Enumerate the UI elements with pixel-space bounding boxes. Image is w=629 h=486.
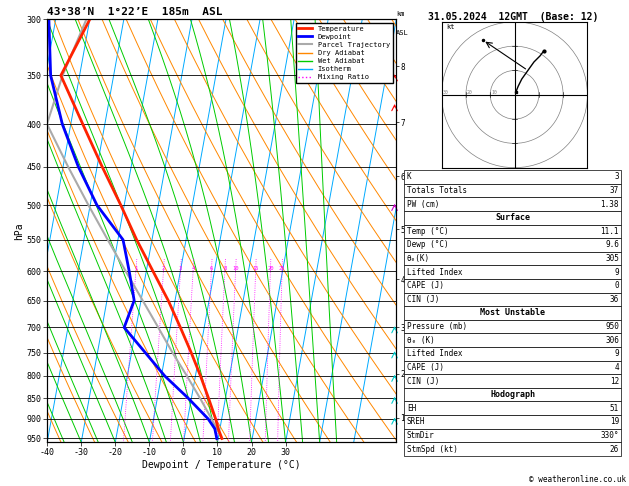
Text: Pressure (mb): Pressure (mb) — [407, 322, 467, 331]
Text: Lifted Index: Lifted Index — [407, 349, 462, 358]
Text: 15: 15 — [252, 266, 259, 271]
Text: θₑ (K): θₑ (K) — [407, 336, 435, 345]
Text: 9.6: 9.6 — [605, 241, 619, 249]
Text: 4: 4 — [615, 363, 619, 372]
Text: 0: 0 — [615, 281, 619, 290]
Text: 26: 26 — [610, 445, 619, 453]
Text: 2: 2 — [162, 266, 165, 271]
Text: StmSpd (kt): StmSpd (kt) — [407, 445, 458, 453]
Text: 9: 9 — [615, 349, 619, 358]
Text: 20: 20 — [467, 89, 473, 95]
Text: K: K — [407, 173, 411, 181]
Text: 3: 3 — [615, 173, 619, 181]
Legend: Temperature, Dewpoint, Parcel Trajectory, Dry Adiabat, Wet Adiabat, Isotherm, Mi: Temperature, Dewpoint, Parcel Trajectory… — [296, 23, 392, 83]
Text: 3: 3 — [179, 266, 182, 271]
Text: © weatheronline.co.uk: © weatheronline.co.uk — [529, 474, 626, 484]
Text: 6: 6 — [209, 266, 213, 271]
Text: 25: 25 — [279, 266, 286, 271]
Text: 11.1: 11.1 — [601, 227, 619, 236]
Text: SREH: SREH — [407, 417, 425, 426]
Text: 43°38’N  1°22’E  185m  ASL: 43°38’N 1°22’E 185m ASL — [47, 7, 223, 17]
Text: 30: 30 — [443, 89, 448, 95]
Text: CAPE (J): CAPE (J) — [407, 281, 444, 290]
Text: Hodograph: Hodograph — [491, 390, 535, 399]
Text: Surface: Surface — [496, 213, 530, 222]
Text: CAPE (J): CAPE (J) — [407, 363, 444, 372]
Text: 330°: 330° — [601, 431, 619, 440]
Text: Lifted Index: Lifted Index — [407, 268, 462, 277]
Text: StmDir: StmDir — [407, 431, 435, 440]
Text: kt: kt — [447, 24, 455, 30]
Text: 19: 19 — [610, 417, 619, 426]
Text: CIN (J): CIN (J) — [407, 295, 439, 304]
Text: 12: 12 — [610, 377, 619, 385]
Text: km: km — [396, 11, 405, 17]
Text: LCL: LCL — [403, 432, 416, 437]
Text: θₑ(K): θₑ(K) — [407, 254, 430, 263]
Text: 10: 10 — [491, 89, 497, 95]
Text: 306: 306 — [605, 336, 619, 345]
Text: Totals Totals: Totals Totals — [407, 186, 467, 195]
Text: 20: 20 — [267, 266, 274, 271]
Text: 51: 51 — [610, 404, 619, 413]
Text: 950: 950 — [605, 322, 619, 331]
Y-axis label: hPa: hPa — [14, 222, 24, 240]
Text: EH: EH — [407, 404, 416, 413]
Text: ASL: ASL — [396, 30, 409, 36]
Text: 1: 1 — [134, 266, 138, 271]
Text: Most Unstable: Most Unstable — [481, 309, 545, 317]
Text: 36: 36 — [610, 295, 619, 304]
Text: 4: 4 — [191, 266, 194, 271]
Text: 31.05.2024  12GMT  (Base: 12): 31.05.2024 12GMT (Base: 12) — [428, 12, 598, 22]
Text: Temp (°C): Temp (°C) — [407, 227, 448, 236]
X-axis label: Dewpoint / Temperature (°C): Dewpoint / Temperature (°C) — [142, 460, 301, 469]
Text: 305: 305 — [605, 254, 619, 263]
Text: 8: 8 — [223, 266, 226, 271]
Text: 10: 10 — [232, 266, 239, 271]
Y-axis label: Mixing Ratio (g/kg): Mixing Ratio (g/kg) — [419, 191, 425, 271]
Text: 37: 37 — [610, 186, 619, 195]
Text: CIN (J): CIN (J) — [407, 377, 439, 385]
Text: Dewp (°C): Dewp (°C) — [407, 241, 448, 249]
Text: 1.38: 1.38 — [601, 200, 619, 208]
Text: 9: 9 — [615, 268, 619, 277]
Text: PW (cm): PW (cm) — [407, 200, 439, 208]
